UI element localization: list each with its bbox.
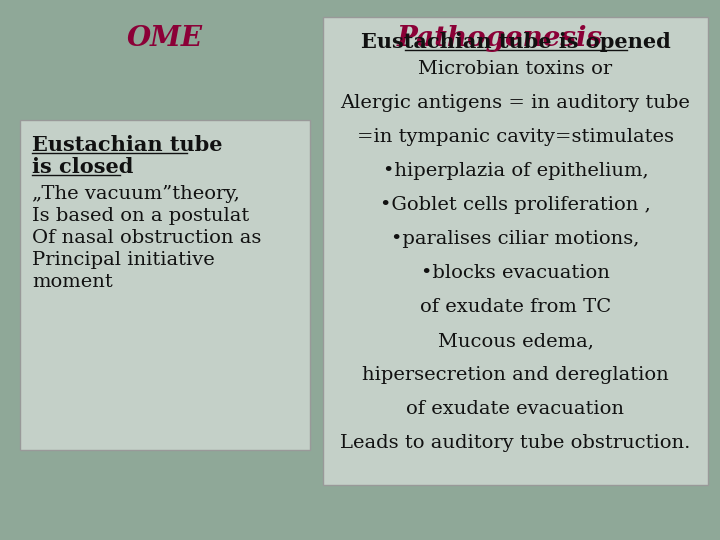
Text: Leads to auditory tube obstruction.: Leads to auditory tube obstruction.	[341, 434, 690, 452]
Text: OME: OME	[127, 25, 203, 52]
Text: of exudate evacuation: of exudate evacuation	[407, 400, 624, 418]
Text: Mucous edema,: Mucous edema,	[438, 332, 593, 350]
FancyBboxPatch shape	[20, 120, 310, 450]
Text: Eustachian tube is opened: Eustachian tube is opened	[361, 32, 670, 52]
Text: Of nasal obstruction as: Of nasal obstruction as	[32, 229, 261, 247]
Text: •Goblet cells proliferation ,: •Goblet cells proliferation ,	[380, 196, 651, 214]
Text: moment: moment	[32, 273, 113, 291]
Text: Pathogenesis: Pathogenesis	[397, 25, 603, 52]
Text: Microbian toxins or: Microbian toxins or	[418, 60, 613, 78]
Text: •blocks evacuation: •blocks evacuation	[421, 264, 610, 282]
Text: is closed: is closed	[32, 157, 133, 177]
Text: of exudate from TC: of exudate from TC	[420, 298, 611, 316]
Text: =in tympanic cavity=stimulates: =in tympanic cavity=stimulates	[357, 128, 674, 146]
Text: •hiperplazia of epithelium,: •hiperplazia of epithelium,	[383, 162, 648, 180]
Text: Principal initiative: Principal initiative	[32, 251, 215, 269]
Text: Alergic antigens = in auditory tube: Alergic antigens = in auditory tube	[341, 94, 690, 112]
Text: Is based on a postulat: Is based on a postulat	[32, 207, 249, 225]
Text: hipersecretion and dereglation: hipersecretion and dereglation	[362, 366, 669, 384]
Text: •paralises ciliar motions,: •paralises ciliar motions,	[391, 230, 639, 248]
FancyBboxPatch shape	[323, 17, 708, 485]
Text: „The vacuum”theory,: „The vacuum”theory,	[32, 185, 240, 203]
Text: Eustachian tube: Eustachian tube	[32, 135, 222, 155]
